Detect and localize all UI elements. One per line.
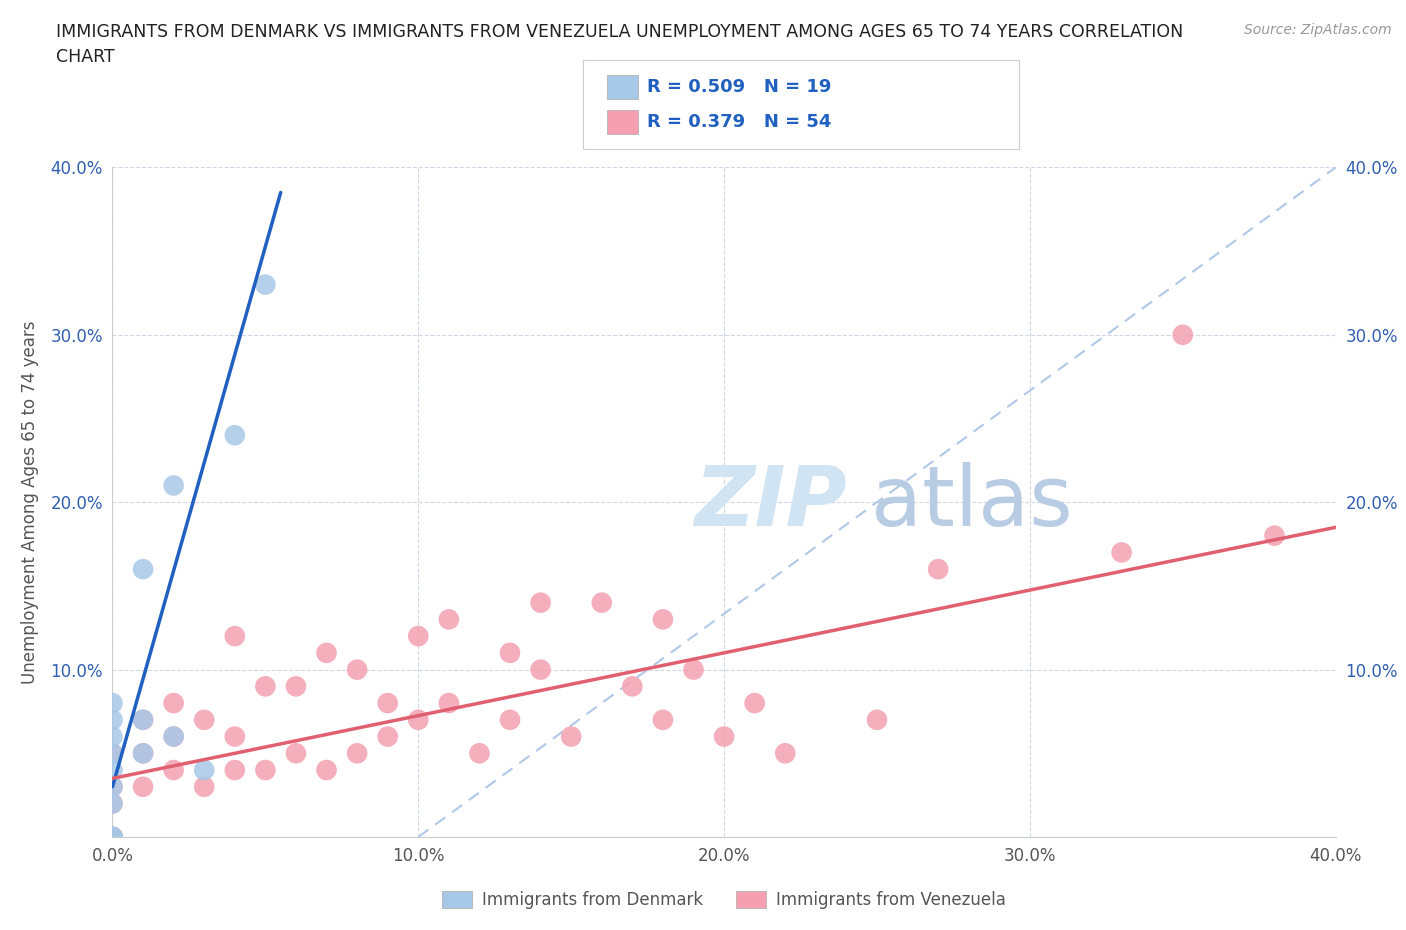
Text: IMMIGRANTS FROM DENMARK VS IMMIGRANTS FROM VENEZUELA UNEMPLOYMENT AMONG AGES 65 : IMMIGRANTS FROM DENMARK VS IMMIGRANTS FR… (56, 23, 1184, 41)
Point (101, 830, 124, 844)
Text: ZIP: ZIP (693, 461, 846, 543)
Point (408, 629, 430, 644)
Text: R = 0.379   N = 54: R = 0.379 N = 54 (647, 113, 831, 131)
Point (101, 830, 124, 844)
Point (101, 830, 124, 844)
Point (101, 746, 124, 761)
Point (224, 729, 246, 744)
Point (775, 746, 797, 761)
Point (254, 763, 277, 777)
Point (101, 796, 124, 811)
Point (652, 612, 675, 627)
Point (132, 779, 155, 794)
Point (101, 830, 124, 844)
Y-axis label: Unemployment Among Ages 65 to 74 years: Unemployment Among Ages 65 to 74 years (21, 321, 39, 684)
Point (101, 830, 124, 844)
Text: R = 0.509   N = 19: R = 0.509 N = 19 (647, 78, 831, 96)
Point (101, 779, 124, 794)
Legend: Immigrants from Denmark, Immigrants from Venezuela: Immigrants from Denmark, Immigrants from… (436, 884, 1012, 916)
Point (530, 595, 553, 610)
Point (744, 696, 766, 711)
Point (193, 763, 215, 777)
Text: Source: ZipAtlas.com: Source: ZipAtlas.com (1244, 23, 1392, 37)
Text: atlas: atlas (870, 461, 1073, 543)
Point (101, 830, 124, 844)
Point (315, 763, 337, 777)
Point (284, 679, 308, 694)
Point (315, 645, 337, 660)
Point (132, 712, 155, 727)
Point (682, 662, 704, 677)
Point (254, 679, 277, 694)
Point (1264, 528, 1286, 543)
Point (1111, 545, 1133, 560)
Point (499, 645, 522, 660)
Point (101, 729, 124, 744)
Point (193, 779, 215, 794)
Point (224, 428, 246, 443)
Text: CHART: CHART (56, 48, 115, 66)
Point (101, 763, 124, 777)
Point (713, 729, 735, 744)
Point (866, 712, 889, 727)
Point (530, 662, 553, 677)
Point (163, 696, 186, 711)
Point (468, 746, 491, 761)
Point (193, 712, 215, 727)
Point (101, 712, 124, 727)
Point (284, 746, 308, 761)
Point (101, 830, 124, 844)
Point (163, 729, 186, 744)
Point (437, 612, 460, 627)
Point (132, 746, 155, 761)
Point (101, 830, 124, 844)
Point (499, 712, 522, 727)
Point (132, 712, 155, 727)
Point (408, 712, 430, 727)
Point (377, 729, 399, 744)
Point (1171, 327, 1194, 342)
Point (560, 729, 582, 744)
Point (101, 830, 124, 844)
Point (101, 696, 124, 711)
Point (224, 763, 246, 777)
Point (591, 595, 613, 610)
Point (621, 679, 644, 694)
Point (652, 712, 675, 727)
Point (101, 830, 124, 844)
Point (101, 779, 124, 794)
Point (927, 562, 949, 577)
Point (132, 746, 155, 761)
Point (163, 763, 186, 777)
Point (101, 796, 124, 811)
Point (437, 696, 460, 711)
Point (346, 662, 368, 677)
Point (101, 830, 124, 844)
Point (163, 729, 186, 744)
Point (163, 478, 186, 493)
Point (132, 562, 155, 577)
Point (101, 746, 124, 761)
Point (377, 696, 399, 711)
Point (254, 277, 277, 292)
Point (346, 746, 368, 761)
Point (224, 629, 246, 644)
